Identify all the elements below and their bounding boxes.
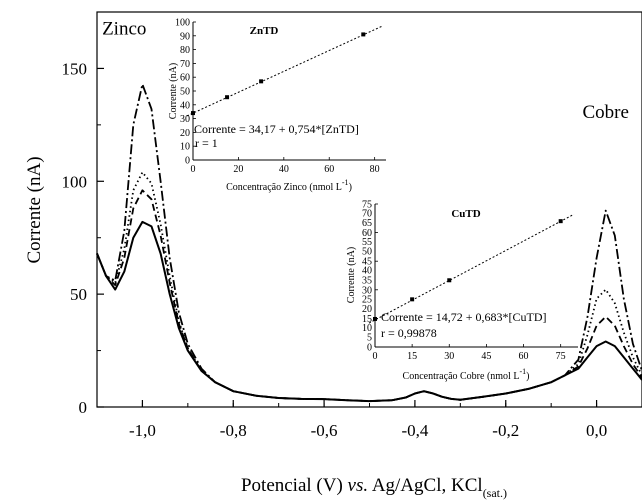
inset-data-point (259, 79, 264, 84)
inset-zntd-title: ZnTD (250, 25, 279, 37)
inset-cutd: CuTD Corrente (nA) Concentração Cobre (n… (346, 200, 578, 382)
inset-y-minor-label: 40 (362, 266, 372, 277)
inset-data-point (410, 297, 415, 302)
inset-x-tick-label: 0 (191, 164, 196, 175)
inset-zntd-x-title: Concentração Zinco (nmol L-1) (226, 178, 352, 193)
x-tick-label: -0,8 (220, 421, 247, 440)
inset-y-tick-label: 60 (362, 228, 372, 239)
inset-zntd-equation: Corrente = 34,17 + 0,754*[ZnTD] (194, 122, 359, 136)
inset-y-tick-label: 90 (180, 31, 190, 42)
inset-y-minor-label: 50 (362, 247, 372, 258)
inset-cutd-r-value: r = 0,99878 (381, 326, 437, 340)
inset-cutd-y-title: Corrente (nA) (346, 247, 357, 303)
inset-data-point (191, 111, 195, 116)
inset-y-minor-label: 25 (362, 294, 372, 305)
inset-x-tick-label: 60 (519, 351, 529, 362)
voltammogram-curve-dashed (96, 189, 642, 402)
y-tick-label: 150 (62, 59, 88, 78)
inset-zntd-y-title: Corrente (nA) (168, 63, 179, 119)
inset-y-minor-label: 35 (362, 275, 372, 286)
inset-y-tick-label: 60 (180, 73, 190, 84)
inset-cutd-title: CuTD (451, 208, 480, 220)
cobre-annotation: Cobre (582, 102, 628, 123)
inset-y-tick-label: 30 (180, 114, 190, 125)
inset-y-tick-label: 20 (180, 128, 190, 139)
inset-x-tick-label: 20 (233, 164, 243, 175)
inset-data-point (373, 316, 377, 321)
inset-y-tick-label: 80 (180, 45, 190, 56)
y-tick-label: 0 (79, 398, 88, 417)
voltammogram-curve-dashdot (96, 83, 642, 402)
inset-y-tick-label: 0 (367, 343, 372, 354)
inset-zntd: ZnTD Corrente (nA) Concentração Zinco (n… (168, 18, 386, 193)
main-series-group (96, 83, 642, 403)
inset-x-tick-label: 40 (279, 164, 289, 175)
inset-y-minor-label: 55 (362, 237, 372, 248)
inset-data-point (225, 95, 230, 100)
inset-x-tick-label: 30 (444, 351, 454, 362)
y-tick-label: 100 (62, 172, 88, 191)
inset-cutd-equation: Corrente = 14,72 + 0,683*[CuTD] (381, 310, 547, 324)
inset-y-tick-label: 70 (180, 59, 190, 70)
inset-fit-line (368, 213, 575, 324)
inset-y-tick-label: 75 (362, 200, 372, 211)
x-tick-label: -0,6 (311, 421, 338, 440)
inset-y-tick-label: 10 (180, 142, 190, 153)
x-axis-title: Potencial (V) vs. Ag/AgCl, KCl(sat.) (241, 475, 507, 500)
y-tick-label: 50 (70, 285, 87, 304)
inset-cutd-background (376, 204, 578, 347)
inset-y-minor-label: 70 (362, 209, 372, 220)
inset-x-tick-label: 15 (407, 351, 417, 362)
inset-y-minor-label: 20 (362, 304, 372, 315)
x-tick-label: -0,4 (401, 421, 428, 440)
inset-y-tick-label: 30 (362, 285, 372, 296)
inset-x-tick-label: 60 (324, 164, 334, 175)
x-tick-label: 0,0 (586, 421, 607, 440)
x-tick-label: -0,2 (492, 421, 519, 440)
inset-y-minor-label: 5 (367, 332, 372, 343)
inset-cutd-x-title: Concentração Cobre (nmol L-1) (403, 367, 530, 382)
zinco-annotation: Zinco (102, 19, 146, 40)
inset-y-tick-label: 40 (180, 100, 190, 111)
y-axis-title: Corrente (nA) (24, 156, 45, 263)
inset-y-minor-label: 65 (362, 218, 372, 229)
inset-y-tick-label: 0 (185, 156, 190, 167)
inset-data-point (558, 219, 563, 224)
inset-x-tick-label: 75 (556, 351, 566, 362)
inset-y-tick-label: 15 (362, 314, 372, 325)
inset-zntd-r-value: r = 1 (195, 136, 218, 150)
inset-y-tick-label: 50 (180, 87, 190, 98)
inset-x-tick-label: 45 (481, 351, 491, 362)
inset-x-tick-label: 80 (370, 164, 380, 175)
inset-y-tick-label: 45 (362, 257, 372, 268)
inset-y-minor-label: 10 (362, 323, 372, 334)
inset-x-tick-label: 0 (373, 351, 378, 362)
inset-zntd-background (193, 22, 385, 160)
inset-data-point (361, 32, 366, 37)
inset-data-point (447, 278, 452, 283)
inset-y-tick-label: 100 (175, 18, 190, 29)
x-tick-label: -1,0 (129, 421, 156, 440)
